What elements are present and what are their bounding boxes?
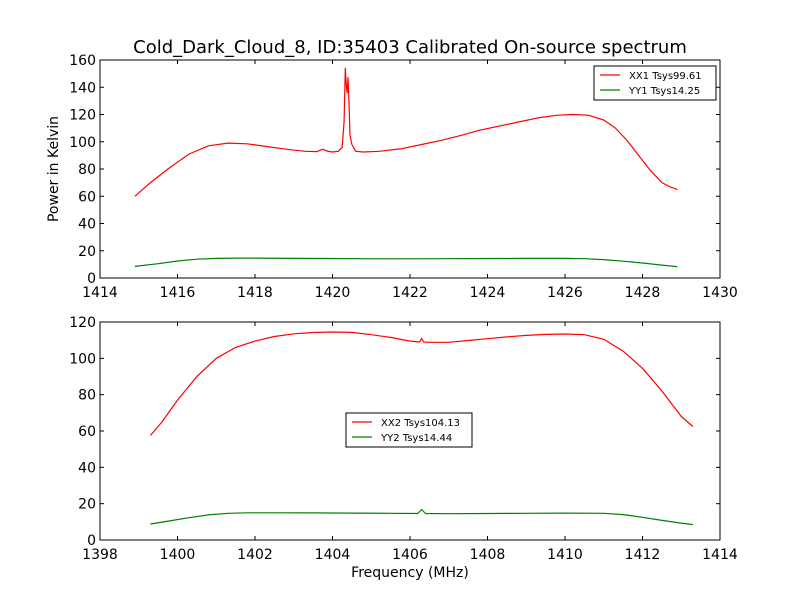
top-legend: XX1 Tsys99.61 YY1 Tsys14.25 — [593, 65, 717, 101]
bottom-legend: XX2 Tsys104.13 YY2 Tsys14.44 — [345, 412, 473, 448]
top-y-tick-label: 60 — [78, 189, 96, 205]
bottom-y-tick-label: 0 — [87, 533, 96, 549]
chart-title: Cold_Dark_Cloud_8, ID:35403 Calibrated O… — [133, 37, 687, 58]
top-legend-box — [593, 65, 717, 101]
top-y-tick-label: 80 — [78, 162, 96, 178]
top-y-tick-label: 0 — [87, 271, 96, 287]
top-y-tick-label: 140 — [69, 80, 96, 96]
bottom-x-axis-label: Frequency (MHz) — [351, 565, 469, 581]
bottom-x-tick-label: 1410 — [547, 547, 583, 563]
top-x-tick-label: 1414 — [82, 285, 118, 301]
top-y-tick-label: 20 — [78, 244, 96, 260]
top-y-axis-label: Power in Kelvin — [46, 116, 62, 222]
top-series-line-2 — [134, 257, 678, 268]
bottom-x-tick-label: 1398 — [82, 547, 118, 563]
bottom-x-tick-label: 1408 — [470, 547, 506, 563]
bottom-x-tick-label: 1402 — [237, 547, 273, 563]
top-x-tick-label: 1424 — [470, 285, 506, 301]
top-y-tick-label: 40 — [78, 217, 96, 233]
bottom-spectrum-panel: 1398 1400 1402 1404 1406 1408 1410 1412 1414 0 20 4… — [69, 315, 738, 563]
bottom-y-tick-label: 60 — [78, 424, 96, 440]
bottom-y-tick-label: 120 — [69, 315, 96, 331]
top-x-tick-label: 1430 — [702, 285, 738, 301]
top-y-tick-label: 160 — [69, 53, 96, 69]
bottom-x-tick-label: 1400 — [160, 547, 196, 563]
bottom-legend-label-1: XX2 Tsys104.13 — [381, 418, 460, 429]
top-x-tick-label: 1426 — [547, 285, 583, 301]
top-y-tick-label: 100 — [69, 135, 96, 151]
top-x-tick-label: 1416 — [160, 285, 196, 301]
bottom-x-tick-label: 1414 — [702, 547, 738, 563]
bottom-x-tick-label: 1404 — [315, 547, 351, 563]
bottom-series-line-1 — [149, 331, 694, 436]
bottom-x-tick-label: 1406 — [392, 547, 428, 563]
top-x-tick-label: 1428 — [625, 285, 661, 301]
bottom-y-tick-label: 20 — [78, 497, 96, 513]
bottom-y-tick-label: 100 — [69, 351, 96, 367]
top-spectrum-panel: 1414 1416 1418 1420 1422 1424 1426 1428 1430 0 20 4… — [69, 53, 738, 301]
bottom-x-tick-label: 1412 — [625, 547, 661, 563]
bottom-y-tick-label: 80 — [78, 388, 96, 404]
top-legend-label-2: YY1 Tsys14.25 — [628, 86, 700, 97]
top-y-tick-label: 120 — [69, 108, 96, 124]
top-x-tick-label: 1418 — [237, 285, 273, 301]
bottom-y-tick-label: 40 — [78, 460, 96, 476]
bottom-series-line-2 — [150, 508, 693, 526]
top-legend-label-1: XX1 Tsys99.61 — [629, 71, 702, 82]
top-x-tick-label: 1420 — [315, 285, 351, 301]
bottom-legend-label-2: YY2 Tsys14.44 — [380, 433, 452, 444]
top-series-line-1 — [134, 67, 678, 197]
bottom-legend-box — [345, 412, 473, 448]
top-x-tick-label: 1422 — [392, 285, 428, 301]
